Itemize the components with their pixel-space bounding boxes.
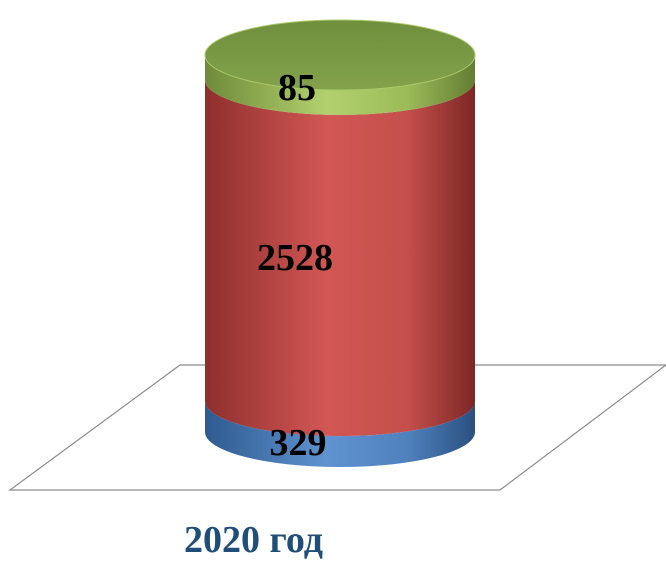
data-label-2528: 2528 bbox=[257, 237, 333, 279]
segment-bottom bbox=[205, 401, 475, 467]
segment-top bbox=[205, 55, 475, 115]
x-axis-label: 2020 год bbox=[184, 519, 323, 561]
data-label-329: 329 bbox=[270, 422, 327, 464]
data-label-85: 85 bbox=[278, 67, 316, 109]
segment-middle bbox=[205, 79, 475, 437]
cylinder-top-cap bbox=[204, 19, 476, 91]
